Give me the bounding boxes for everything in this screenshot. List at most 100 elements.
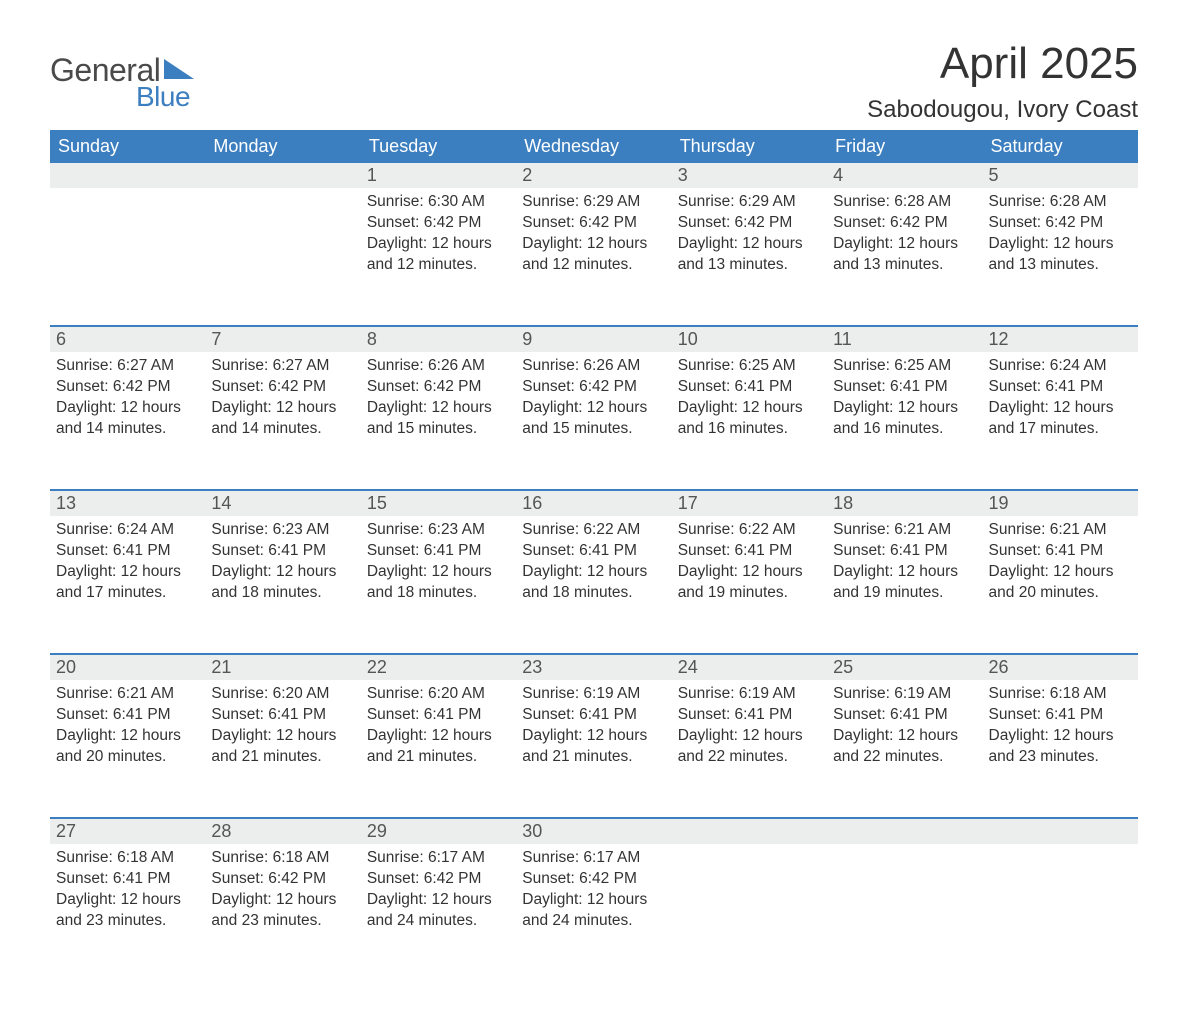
day-body: Sunrise: 6:29 AMSunset: 6:42 PMDaylight:…: [672, 188, 827, 280]
day-cell: Sunrise: 6:27 AMSunset: 6:42 PMDaylight:…: [205, 352, 360, 490]
sunrise-line: Sunrise: 6:25 AM: [833, 357, 951, 374]
day-number: 22: [361, 655, 516, 680]
day-number: 19: [983, 491, 1138, 516]
day-number: 6: [50, 327, 205, 352]
weekday-header: Thursday: [672, 130, 827, 163]
day-number: 14: [205, 491, 360, 516]
day-cell: [50, 188, 205, 326]
sunset-line: Sunset: 6:42 PM: [56, 378, 171, 395]
page: General Blue April 2025 Sabodougou, Ivor…: [0, 0, 1188, 1012]
sunset-line: Sunset: 6:41 PM: [367, 706, 482, 723]
sunset-line: Sunset: 6:41 PM: [522, 706, 637, 723]
week-row: Sunrise: 6:30 AMSunset: 6:42 PMDaylight:…: [50, 188, 1138, 326]
sunset-line: Sunset: 6:42 PM: [211, 870, 326, 887]
day-cell: Sunrise: 6:25 AMSunset: 6:41 PMDaylight:…: [672, 352, 827, 490]
weekday-row: SundayMondayTuesdayWednesdayThursdayFrid…: [50, 130, 1138, 163]
day-number: 12: [983, 327, 1138, 352]
daylight-line: Daylight: 12 hours and 21 minutes.: [211, 727, 336, 765]
day-cell: [205, 188, 360, 326]
day-number: 23: [516, 655, 671, 680]
sunrise-line: Sunrise: 6:23 AM: [367, 521, 485, 538]
day-body: Sunrise: 6:28 AMSunset: 6:42 PMDaylight:…: [983, 188, 1138, 280]
day-body: Sunrise: 6:18 AMSunset: 6:42 PMDaylight:…: [205, 844, 360, 936]
day-cell: Sunrise: 6:28 AM Sunset: 6:42 PM Daylight:…: [827, 188, 982, 326]
day-body: Sunrise: 6:19 AMSunset: 6:41 PMDaylight:…: [672, 680, 827, 772]
daynum-row: 6789101112: [50, 327, 1138, 352]
daylight-line: Daylight: 12 hours and 18 minutes.: [211, 563, 336, 601]
sunset-line: Sunset: 6:42 PM: [211, 378, 326, 395]
day-body: Sunrise: 6:24 AMSunset: 6:41 PMDaylight:…: [50, 516, 205, 608]
day-number: 17: [672, 491, 827, 516]
day-body: Sunrise: 6:17 AMSunset: 6:42 PMDaylight:…: [361, 844, 516, 936]
daylight-line: Daylight: 12 hours and 16 minutes.: [833, 399, 958, 437]
sunset-line: Sunset: 6:41 PM: [211, 706, 326, 723]
calendar-table: SundayMondayTuesdayWednesdayThursdayFrid…: [50, 130, 1138, 982]
sunrise-line: Sunrise: 6:22 AM: [678, 521, 796, 538]
week-row: Sunrise: 6:24 AMSunset: 6:41 PMDaylight:…: [50, 516, 1138, 654]
sunset-line: Sunset: 6:41 PM: [367, 542, 482, 559]
day-cell: Sunrise: 6:19 AMSunset: 6:41 PMDaylight:…: [516, 680, 671, 818]
sunrise-line: Sunrise: 6:18 AM: [56, 849, 174, 866]
daylight-line: Daylight: 12 hours and 20 minutes.: [989, 563, 1114, 601]
sunset-line: Sunset: 6:42 PM: [989, 214, 1104, 231]
day-number: 9: [516, 327, 671, 352]
page-title: April 2025: [867, 40, 1138, 88]
day-body: Sunrise: 6:19 AMSunset: 6:41 PMDaylight:…: [827, 680, 982, 772]
day-number: 24: [672, 655, 827, 680]
weekday-header: Tuesday: [361, 130, 516, 163]
sunrise-line: Sunrise: 6:20 AM: [367, 685, 485, 702]
daynum-row: 20212223242526: [50, 655, 1138, 680]
day-cell: Sunrise: 6:18 AM Sunset: 6:41 PM Daylight:…: [50, 844, 205, 982]
day-cell: Sunrise: 6:23 AMSunset: 6:41 PMDaylight:…: [205, 516, 360, 654]
daylight-line: Daylight: 12 hours and 24 minutes.: [522, 891, 647, 929]
day-number: 11: [827, 327, 982, 352]
day-number: 10: [672, 327, 827, 352]
sunset-line: Sunset: 6:41 PM: [56, 870, 171, 887]
sunset-line: Sunset: 6:41 PM: [989, 706, 1104, 723]
sunset-line: Sunset: 6:42 PM: [522, 870, 637, 887]
day-cell: Sunrise: 6:28 AMSunset: 6:42 PMDaylight:…: [983, 188, 1138, 326]
sunrise-line: Sunrise: 6:18 AM: [989, 685, 1107, 702]
weekday-header: Saturday: [983, 130, 1138, 163]
daylight-line: Daylight: 12 hours and 16 minutes.: [678, 399, 803, 437]
day-body: Sunrise: 6:26 AMSunset: 6:42 PMDaylight:…: [516, 352, 671, 444]
day-number: 20: [50, 655, 205, 680]
day-cell: Sunrise: 6:22 AMSunset: 6:41 PMDaylight:…: [516, 516, 671, 654]
day-body: Sunrise: 6:25 AMSunset: 6:41 PMDaylight:…: [827, 352, 982, 444]
day-number: 2: [516, 163, 671, 188]
day-body: Sunrise: 6:27 AMSunset: 6:42 PMDaylight:…: [50, 352, 205, 444]
daylight-line: Daylight: 12 hours and 20 minutes.: [56, 727, 181, 765]
sunrise-line: Sunrise: 6:27 AM: [56, 357, 174, 374]
day-cell: Sunrise: 6:24 AMSunset: 6:41 PMDaylight:…: [50, 516, 205, 654]
sunrise-line: Sunrise: 6:19 AM: [833, 685, 951, 702]
daylight-line: Daylight: 12 hours and 22 minutes.: [678, 727, 803, 765]
daylight-line: Daylight: 12 hours and 19 minutes.: [833, 563, 958, 601]
sunset-line: Sunset: 6:41 PM: [833, 706, 948, 723]
day-cell: Sunrise: 6:29 AMSunset: 6:42 PMDaylight:…: [516, 188, 671, 326]
daylight-line: Daylight: 12 hours and 23 minutes.: [56, 891, 181, 929]
day-number: 16: [516, 491, 671, 516]
day-number: 26: [983, 655, 1138, 680]
sunset-line: Sunset: 6:41 PM: [678, 706, 793, 723]
sunset-line: Sunset: 6:42 PM: [833, 214, 948, 231]
daylight-line: Daylight: 12 hours and 13 minutes.: [989, 235, 1114, 273]
day-number: 5: [983, 163, 1138, 188]
daylight-line: Daylight: 12 hours and 21 minutes.: [522, 727, 647, 765]
sunrise-line: Sunrise: 6:27 AM: [211, 357, 329, 374]
day-body: Sunrise: 6:21 AMSunset: 6:41 PMDaylight:…: [50, 680, 205, 772]
day-cell: Sunrise: 6:17 AM Sunset: 6:42 PM Daylight:…: [516, 844, 671, 982]
day-number: [672, 819, 827, 844]
day-body: Sunrise: 6:23 AMSunset: 6:41 PMDaylight:…: [205, 516, 360, 608]
daylight-line: Daylight: 12 hours and 21 minutes.: [367, 727, 492, 765]
sunset-line: Sunset: 6:41 PM: [678, 542, 793, 559]
sunrise-line: Sunrise: 6:18 AM: [211, 849, 329, 866]
day-body: Sunrise: 6:27 AMSunset: 6:42 PMDaylight:…: [205, 352, 360, 444]
sunrise-line: Sunrise: 6:17 AM: [522, 849, 640, 866]
sunrise-line: Sunrise: 6:28 AM: [833, 193, 951, 210]
day-cell: Sunrise: 6:19 AMSunset: 6:41 PMDaylight:…: [827, 680, 982, 818]
weekday-header: Friday: [827, 130, 982, 163]
daylight-line: Daylight: 12 hours and 19 minutes.: [678, 563, 803, 601]
daylight-line: Daylight: 12 hours and 13 minutes.: [833, 235, 958, 273]
day-number: 7: [205, 327, 360, 352]
sunset-line: Sunset: 6:41 PM: [211, 542, 326, 559]
